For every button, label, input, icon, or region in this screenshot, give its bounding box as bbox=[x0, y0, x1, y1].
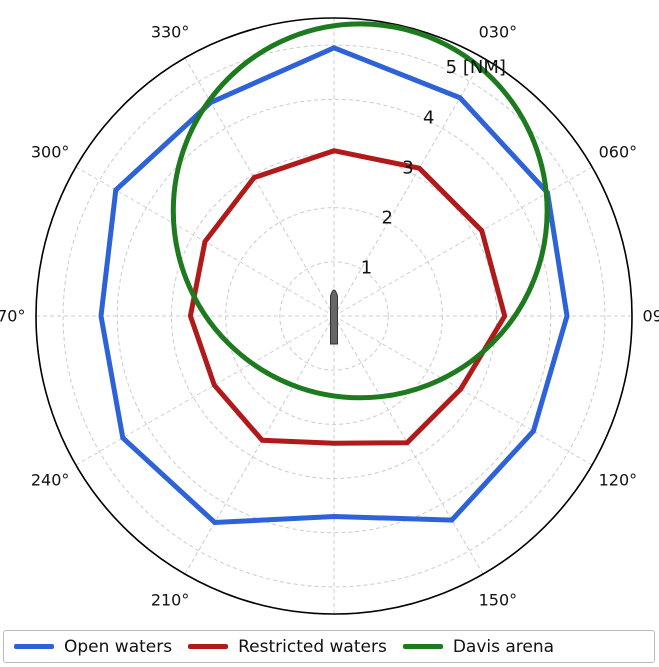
grid-circle-5 bbox=[62, 44, 606, 588]
grid-circle-1 bbox=[279, 261, 389, 371]
angle-tick-label: 120° bbox=[599, 470, 638, 489]
radial-tick-label: 2 bbox=[381, 207, 392, 228]
series-davis-arena bbox=[170, 21, 550, 401]
angle-tick-label: 330° bbox=[151, 23, 190, 42]
grid-spoke-150 bbox=[333, 315, 484, 575]
angle-tick-label: 270° bbox=[0, 307, 25, 326]
legend: Open waters Restricted waters Davis arena bbox=[3, 630, 655, 663]
legend-swatch bbox=[14, 644, 54, 649]
legend-swatch bbox=[188, 644, 229, 649]
angle-tick-label: 090° bbox=[643, 307, 659, 326]
grid-circle-4 bbox=[116, 98, 552, 534]
legend-item-open-waters: Open waters bbox=[14, 637, 172, 657]
grid-spoke-210 bbox=[184, 315, 335, 575]
legend-label: Open waters bbox=[64, 636, 173, 657]
legend-item-davis-arena: Davis arena bbox=[402, 636, 555, 657]
polar-grid bbox=[35, 17, 633, 615]
angle-tick-label: 210° bbox=[151, 590, 190, 609]
radial-tick-label: 4 bbox=[423, 107, 434, 128]
series-restricted-waters bbox=[187, 148, 508, 446]
outer-boundary bbox=[35, 17, 633, 615]
grid-spoke-120 bbox=[333, 315, 593, 466]
label-layer: 000°030°060°090°120°150°180°210°240°270°… bbox=[0, 23, 659, 610]
grid-spoke-30 bbox=[333, 57, 484, 317]
ship-icon bbox=[330, 289, 338, 345]
angle-tick-label: 150° bbox=[479, 590, 518, 609]
polar-chart: 000°030°060°090°120°150°180°210°240°270°… bbox=[0, 17, 659, 615]
radial-tick-label: 1 bbox=[361, 257, 372, 278]
angle-tick-label: 030° bbox=[479, 23, 518, 42]
grid-spoke-330 bbox=[184, 57, 335, 317]
legend-swatch bbox=[402, 644, 443, 649]
legend-item-restricted-waters: Restricted waters bbox=[188, 637, 387, 657]
radial-tick-label: 3 bbox=[402, 157, 413, 178]
legend-label: Restricted waters bbox=[238, 636, 387, 657]
series-layer bbox=[98, 21, 570, 526]
grid-spoke-240 bbox=[75, 315, 335, 466]
angle-tick-label: 060° bbox=[599, 143, 638, 162]
angle-tick-label: 300° bbox=[31, 143, 70, 162]
ship-hull bbox=[330, 289, 338, 345]
radial-max-label: 5 [NM] bbox=[446, 57, 506, 78]
angle-tick-label: 240° bbox=[31, 470, 70, 489]
legend-label: Davis arena bbox=[452, 636, 555, 657]
